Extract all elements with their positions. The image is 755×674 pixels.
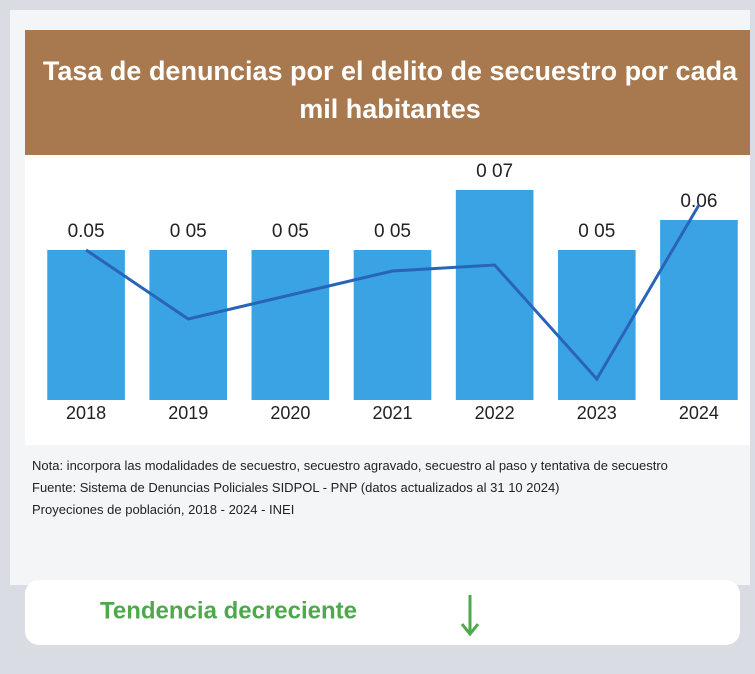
bar (557, 250, 636, 400)
title-box: Tasa de denuncias por el delito de secue… (42, 56, 738, 124)
bar (353, 250, 432, 400)
notes: Nota: incorpora las modalidades de secue… (20, 455, 750, 521)
line (85, 204, 701, 382)
note: Nota: incorpora las modalidades de secue… (32, 458, 668, 473)
data-label: 0 07 (476, 161, 513, 182)
bar (149, 250, 228, 400)
footer-text: Tendencia decreciente (100, 597, 357, 624)
bar (660, 220, 738, 400)
notes-box: Nota: incorpora las modalidades de secue… (20, 455, 750, 521)
x-tick-label: 2019 (168, 403, 208, 423)
data-label: 0.06 (680, 191, 717, 212)
chart-title: Tasa de denuncias por el delito de secue… (42, 56, 738, 124)
x-tick-label: 2023 (577, 403, 617, 423)
data-label: 0 05 (272, 221, 309, 242)
data-label: 0 05 (578, 221, 615, 242)
x-tick-label: 2022 (475, 403, 515, 423)
down-arrow (460, 595, 480, 637)
footer-box (25, 580, 740, 645)
x-tick-label: 2024 (679, 403, 719, 423)
x-tick-label: 2021 (372, 403, 412, 423)
data-label: 0 05 (170, 221, 207, 242)
bar (47, 250, 125, 400)
title-banner (25, 30, 750, 155)
data-label: 0.05 (68, 221, 105, 242)
note: Fuente: Sistema de Denuncias Policiales … (32, 480, 560, 495)
x-tick-label: 2018 (66, 403, 106, 423)
note: Proyeciones de población, 2018 - 2024 - … (32, 502, 295, 517)
x-tick-label: 2020 (270, 403, 310, 423)
data-label: 0 05 (374, 221, 411, 242)
bar (251, 250, 330, 400)
